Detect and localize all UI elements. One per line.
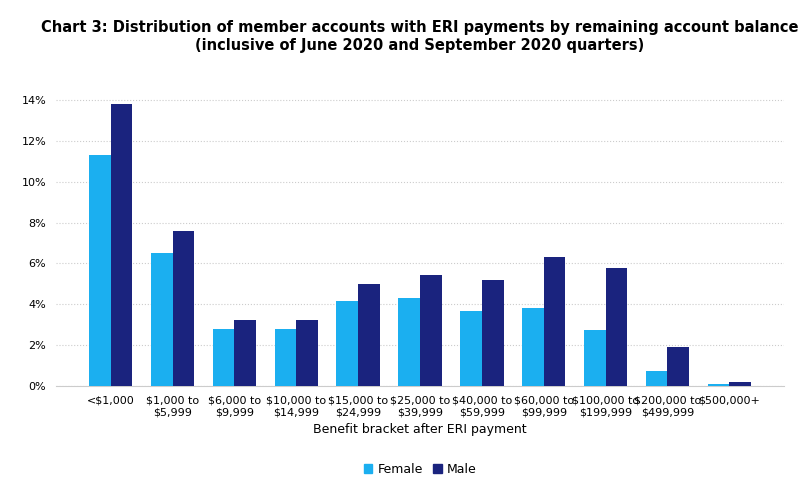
Bar xyxy=(522,308,544,386)
Bar xyxy=(358,284,380,386)
Bar xyxy=(110,104,132,386)
Bar xyxy=(89,155,110,386)
Bar xyxy=(460,311,482,386)
Bar xyxy=(234,320,256,386)
Bar xyxy=(544,257,566,386)
Bar xyxy=(337,301,358,386)
Bar xyxy=(213,329,234,386)
Bar xyxy=(606,268,627,386)
Bar xyxy=(584,330,606,386)
Legend: Female, Male: Female, Male xyxy=(358,458,482,481)
Bar xyxy=(274,329,296,386)
Bar xyxy=(646,371,667,386)
Bar xyxy=(296,320,318,386)
Title: Chart 3: Distribution of member accounts with ERI payments by remaining account : Chart 3: Distribution of member accounts… xyxy=(42,20,798,53)
Bar xyxy=(398,298,420,386)
Bar xyxy=(173,231,194,386)
Bar xyxy=(730,382,751,386)
Bar xyxy=(420,275,442,386)
X-axis label: Benefit bracket after ERI payment: Benefit bracket after ERI payment xyxy=(313,423,527,436)
Bar xyxy=(667,347,689,386)
Bar xyxy=(708,384,730,386)
Bar xyxy=(151,253,173,386)
Bar xyxy=(482,280,503,386)
